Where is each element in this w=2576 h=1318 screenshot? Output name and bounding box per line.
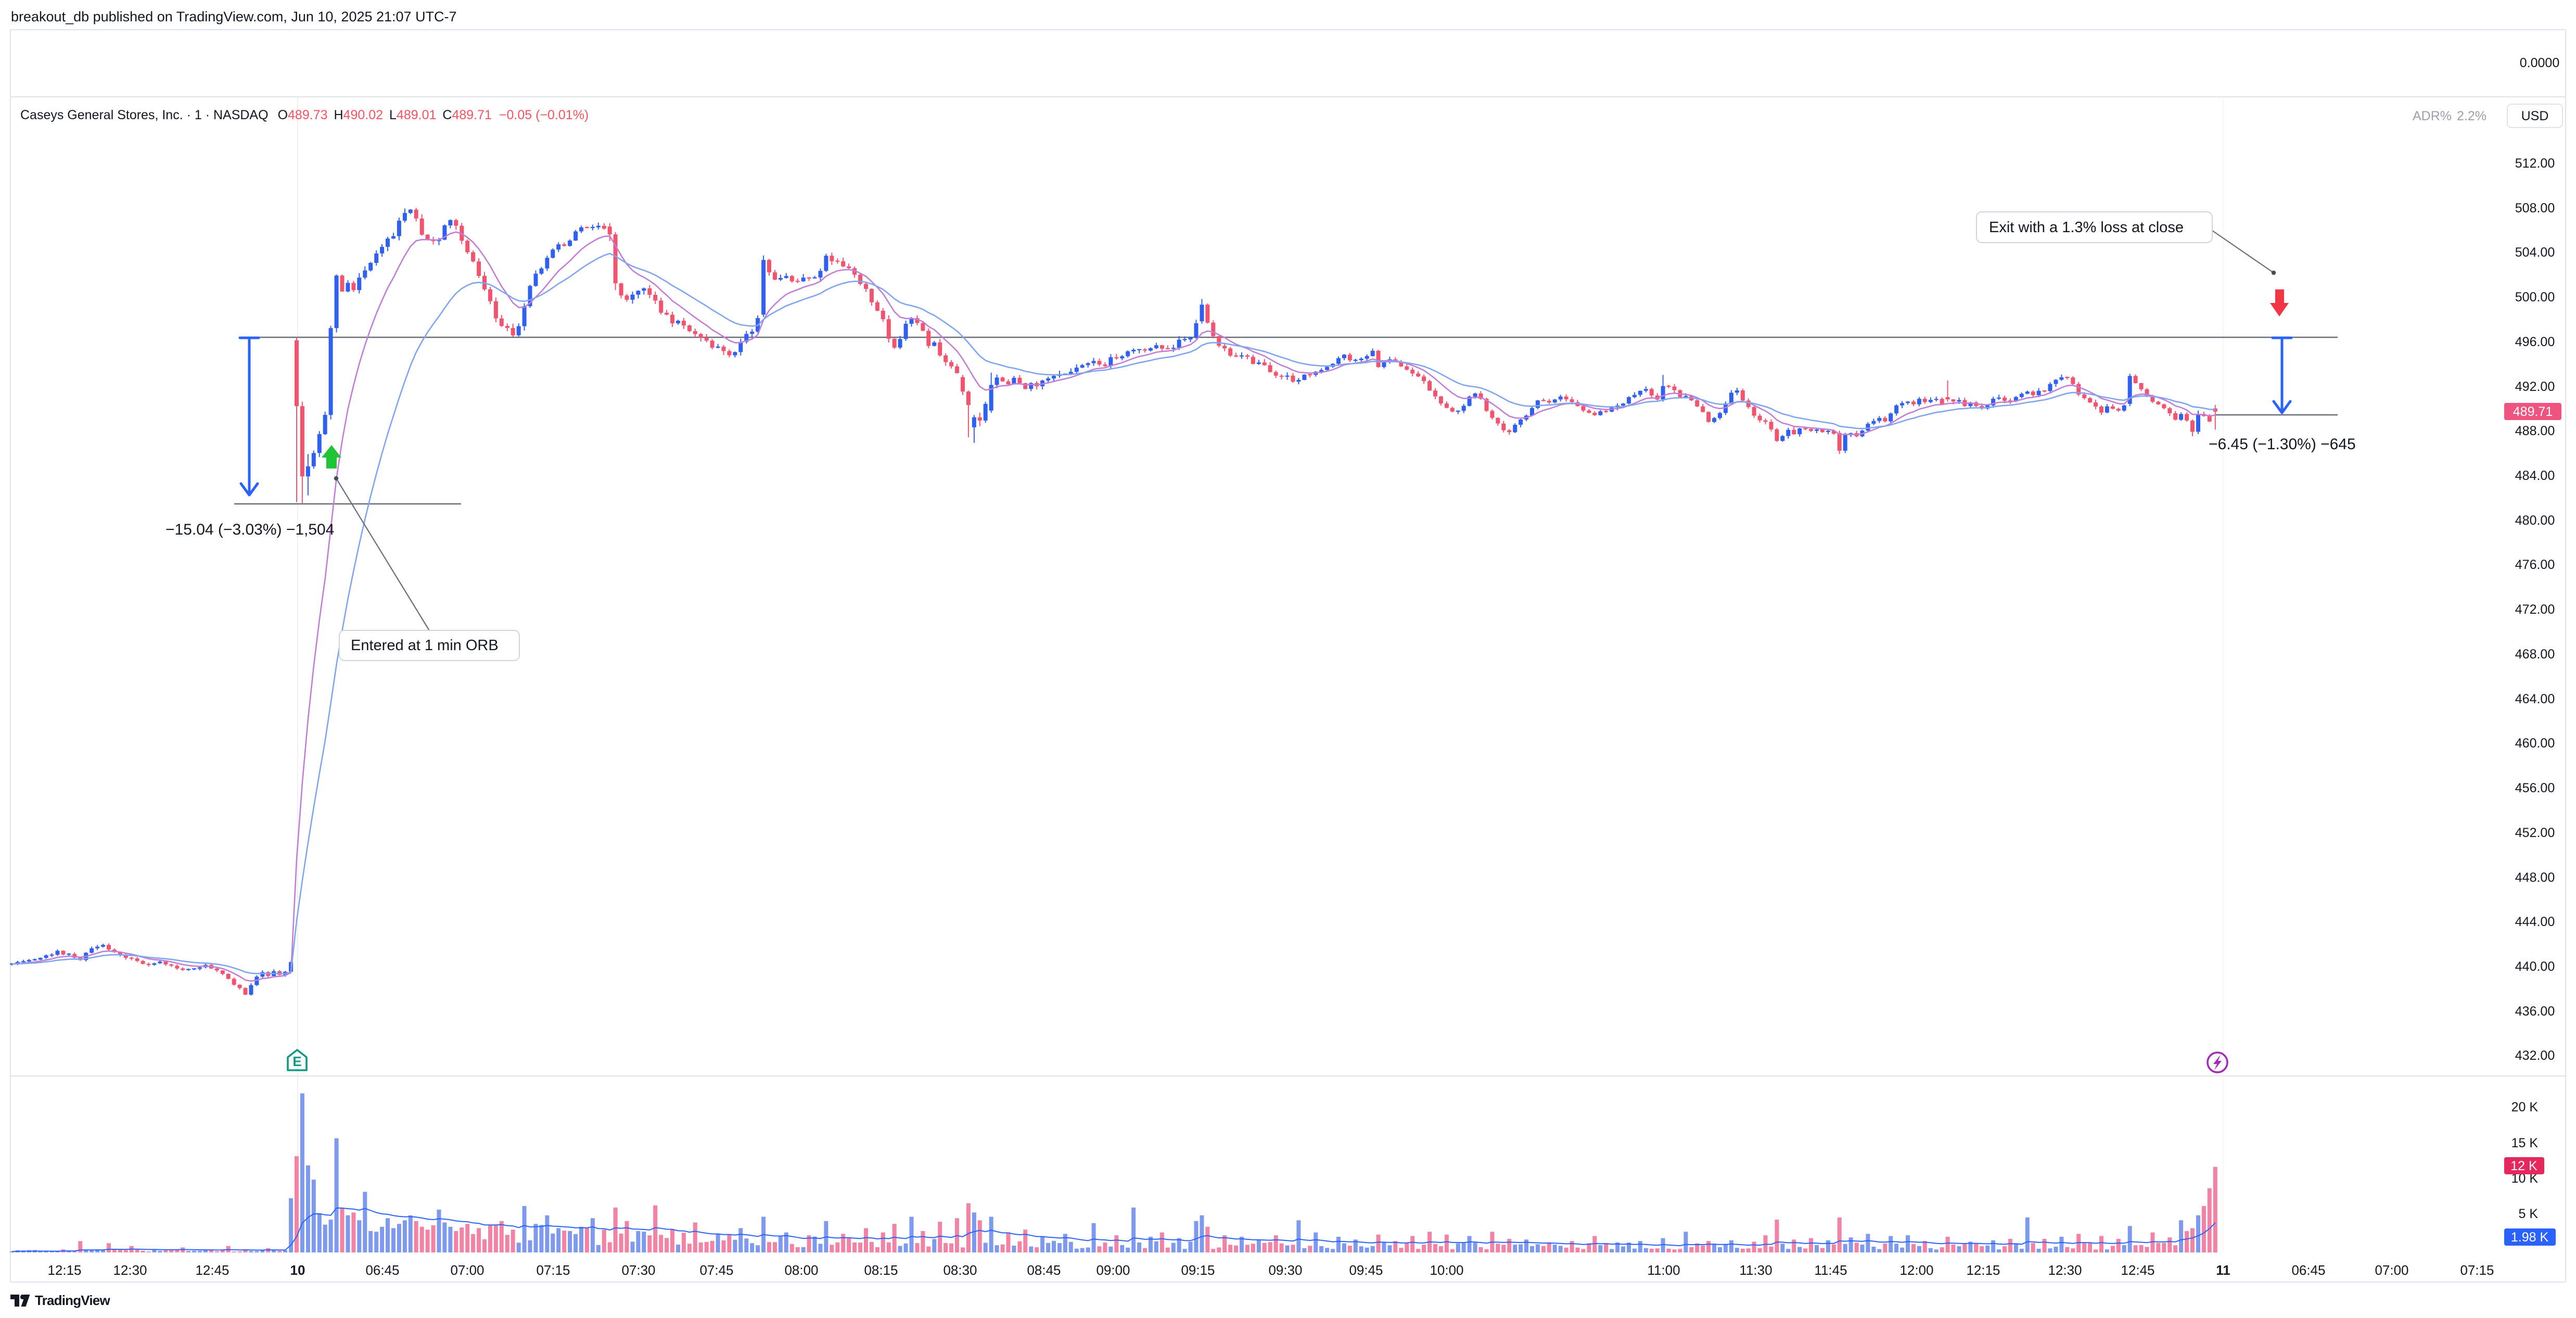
svg-text:484.00: 484.00	[2515, 468, 2555, 483]
svg-text:456.00: 456.00	[2515, 781, 2555, 795]
svg-text:breakout_db published on Tradi: breakout_db published on TradingView.com…	[11, 9, 457, 24]
svg-text:10:00: 10:00	[1430, 1262, 1463, 1278]
svg-text:12:45: 12:45	[195, 1262, 229, 1278]
svg-text:E: E	[292, 1054, 301, 1069]
svg-text:12:15: 12:15	[1966, 1262, 2000, 1278]
svg-text:15 K: 15 K	[2511, 1136, 2539, 1150]
svg-text:11: 11	[2216, 1262, 2230, 1278]
svg-text:08:00: 08:00	[784, 1262, 818, 1278]
svg-text:09:45: 09:45	[1349, 1262, 1383, 1278]
svg-text:0.0000: 0.0000	[2520, 56, 2559, 70]
svg-text:448.00: 448.00	[2515, 870, 2555, 885]
svg-text:Caseys General Stores, Inc. ·: Caseys General Stores, Inc. · 1 · NASDAQ…	[20, 108, 589, 122]
svg-text:12:30: 12:30	[113, 1262, 147, 1278]
svg-text:12:45: 12:45	[2121, 1262, 2154, 1278]
svg-text:464.00: 464.00	[2515, 692, 2555, 706]
svg-text:496.00: 496.00	[2515, 335, 2555, 349]
svg-text:12:15: 12:15	[47, 1262, 81, 1278]
svg-text:460.00: 460.00	[2515, 736, 2555, 751]
svg-text:08:45: 08:45	[1027, 1262, 1061, 1278]
svg-text:08:30: 08:30	[943, 1262, 977, 1278]
svg-text:500.00: 500.00	[2515, 290, 2555, 305]
svg-text:436.00: 436.00	[2515, 1004, 2555, 1019]
svg-text:476.00: 476.00	[2515, 557, 2555, 572]
svg-text:489.71: 489.71	[2513, 404, 2553, 419]
svg-text:512.00: 512.00	[2515, 156, 2555, 171]
svg-text:09:00: 09:00	[1096, 1262, 1130, 1278]
svg-text:1.98 K: 1.98 K	[2511, 1230, 2549, 1245]
svg-text:07:15: 07:15	[536, 1262, 570, 1278]
svg-text:ADR%2.2%: ADR% 2.2%	[2413, 109, 2486, 123]
svg-text:508.00: 508.00	[2515, 201, 2555, 216]
svg-text:452.00: 452.00	[2515, 826, 2555, 840]
svg-text:08:15: 08:15	[864, 1262, 898, 1278]
svg-text:11:00: 11:00	[1647, 1262, 1680, 1278]
svg-text:504.00: 504.00	[2515, 245, 2555, 260]
svg-text:11:45: 11:45	[1814, 1262, 1847, 1278]
svg-text:TradingView: TradingView	[35, 1292, 110, 1308]
svg-text:432.00: 432.00	[2515, 1048, 2555, 1063]
svg-text:10: 10	[290, 1262, 305, 1278]
svg-text:440.00: 440.00	[2515, 959, 2555, 974]
svg-text:468.00: 468.00	[2515, 647, 2555, 662]
svg-text:09:15: 09:15	[1181, 1262, 1215, 1278]
svg-text:Exit with a 1.3% loss at close: Exit with a 1.3% loss at close	[1989, 219, 2184, 236]
svg-text:444.00: 444.00	[2515, 915, 2555, 929]
svg-text:USD: USD	[2521, 109, 2549, 123]
svg-text:−15.04 (−3.03%) −1,504: −15.04 (−3.03%) −1,504	[165, 521, 334, 538]
svg-text:5 K: 5 K	[2518, 1207, 2538, 1221]
svg-text:07:00: 07:00	[450, 1262, 484, 1278]
svg-text:12:30: 12:30	[2048, 1262, 2082, 1278]
svg-text:Entered at 1 min ORB: Entered at 1 min ORB	[351, 637, 499, 654]
svg-text:12 K: 12 K	[2510, 1159, 2537, 1173]
svg-text:06:45: 06:45	[365, 1262, 399, 1278]
svg-text:11:30: 11:30	[1739, 1262, 1772, 1278]
svg-text:20 K: 20 K	[2511, 1100, 2539, 1114]
svg-text:492.00: 492.00	[2515, 379, 2555, 394]
svg-text:12:00: 12:00	[1899, 1262, 1933, 1278]
svg-text:07:30: 07:30	[621, 1262, 655, 1278]
svg-text:07:15: 07:15	[2460, 1262, 2494, 1278]
svg-text:07:00: 07:00	[2375, 1262, 2408, 1278]
svg-text:06:45: 06:45	[2291, 1262, 2325, 1278]
svg-text:−6.45 (−1.30%) −645: −6.45 (−1.30%) −645	[2209, 436, 2356, 453]
svg-text:480.00: 480.00	[2515, 513, 2555, 528]
svg-text:488.00: 488.00	[2515, 424, 2555, 438]
svg-text:07:45: 07:45	[699, 1262, 733, 1278]
svg-text:09:30: 09:30	[1268, 1262, 1302, 1278]
svg-text:472.00: 472.00	[2515, 602, 2555, 617]
